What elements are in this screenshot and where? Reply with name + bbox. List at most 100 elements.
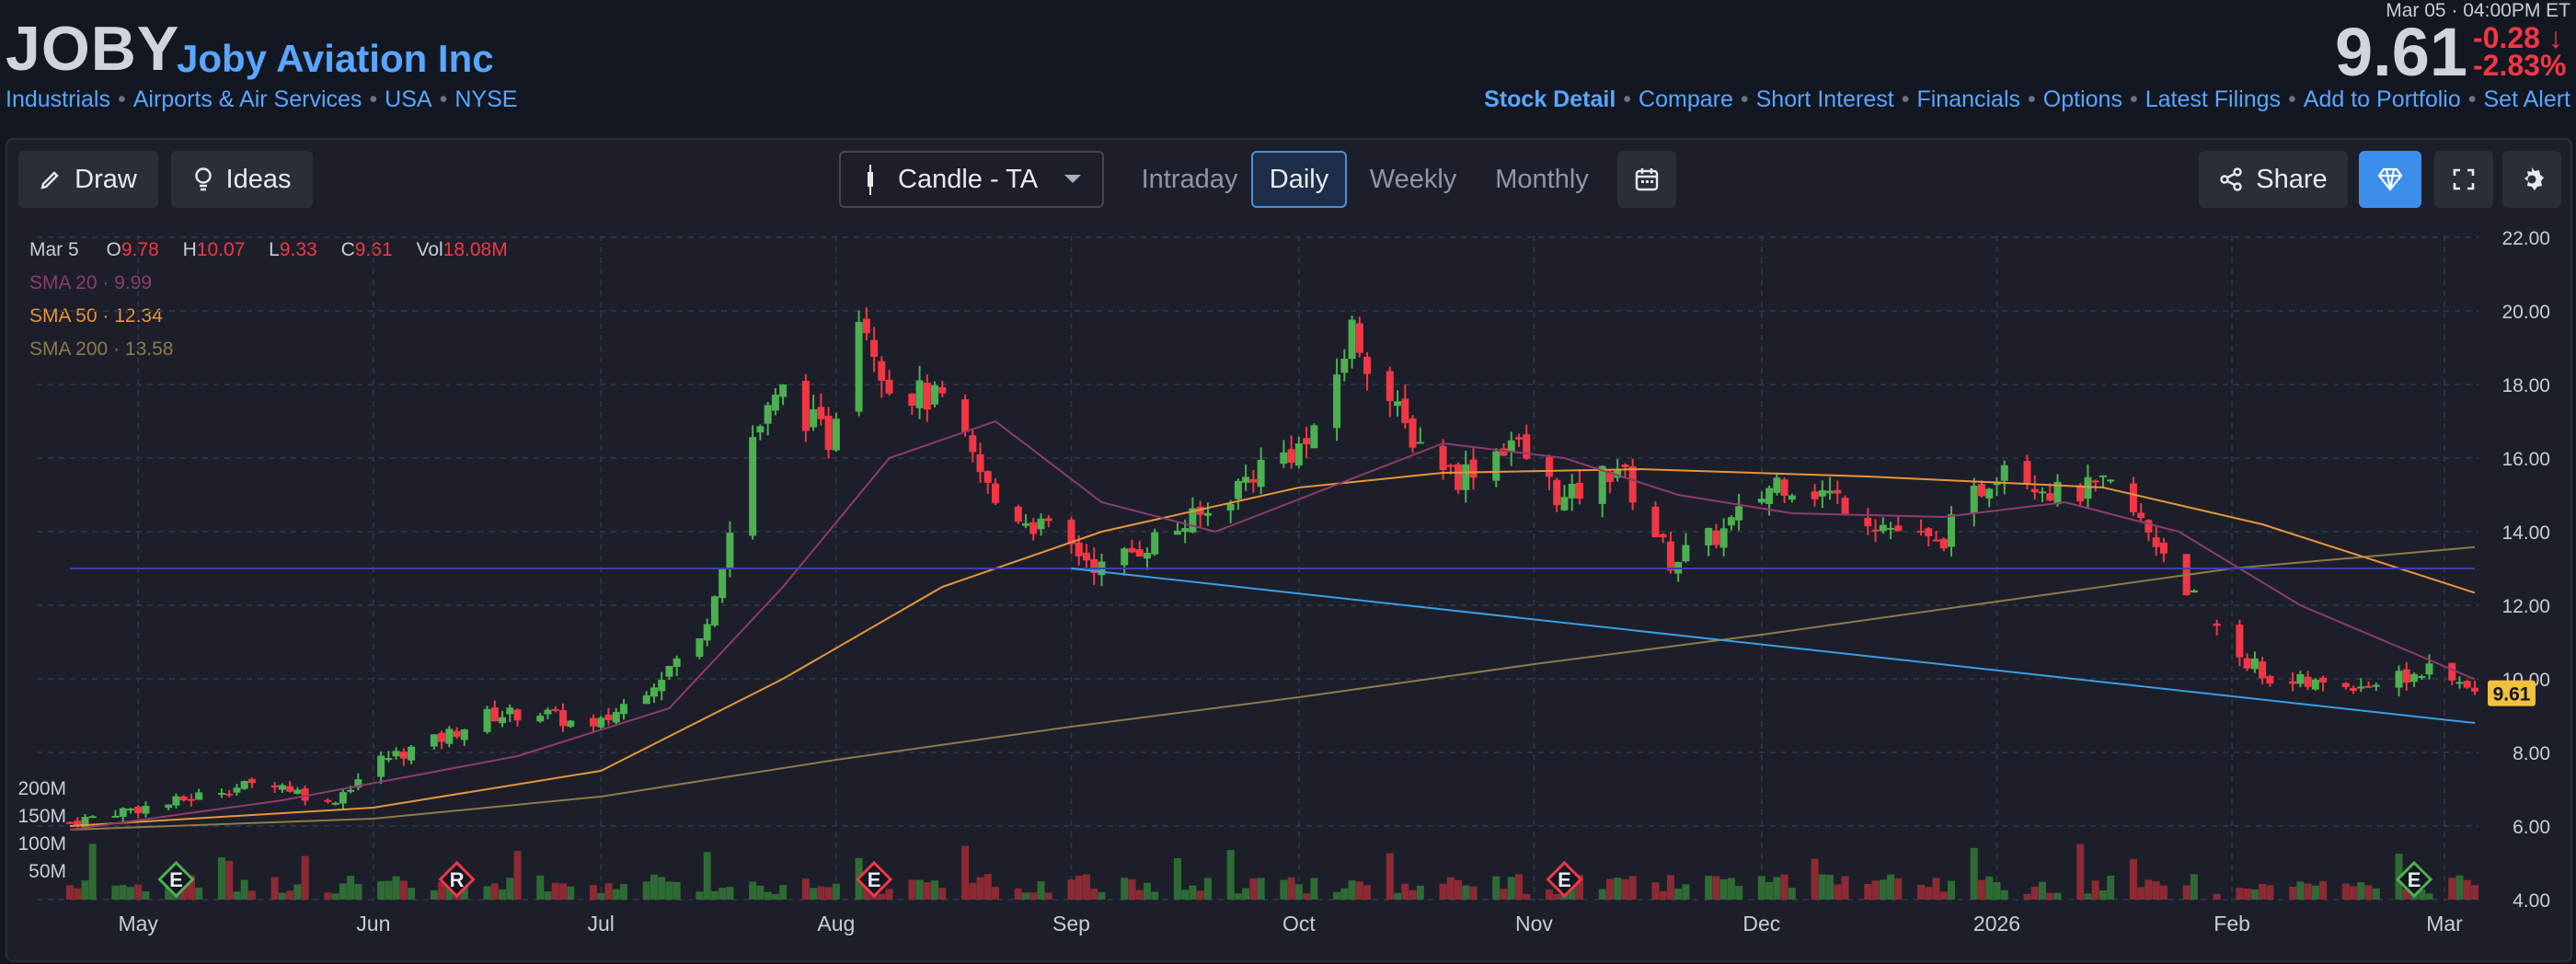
nav-compare[interactable]: Compare — [1639, 86, 1733, 112]
candle-body — [1628, 465, 1637, 503]
timeframe-daily[interactable]: Daily — [1251, 151, 1347, 208]
volume-bar — [1545, 889, 1553, 900]
candle-body — [172, 796, 180, 806]
volume-bar — [1887, 874, 1895, 900]
candle-body — [1242, 476, 1250, 483]
company-name[interactable]: Joby Aviation Inc — [177, 37, 494, 80]
premium-button[interactable] — [2359, 151, 2421, 208]
volume-bar — [696, 891, 704, 900]
candle-body — [2213, 624, 2221, 626]
volume-bar — [1659, 890, 1667, 900]
volume-bar — [1173, 857, 1181, 900]
volume-bar — [438, 881, 446, 900]
volume-bar — [1310, 878, 1318, 900]
nav-set-alert[interactable]: Set Alert — [2483, 86, 2571, 112]
ticker-symbol: JOBY — [6, 14, 180, 84]
sector-breadcrumb: Industrials • Airports & Air Services • USA •… — [6, 86, 518, 112]
nav-stock-detail[interactable]: Stock Detail — [1484, 86, 1616, 112]
volume-bar — [2023, 893, 2031, 900]
volume-bar — [2350, 886, 2358, 900]
candle-body — [817, 407, 825, 419]
volume-bar — [1500, 889, 1508, 900]
candle-body — [1659, 534, 1667, 538]
candle-body — [544, 709, 552, 715]
ideas-button[interactable]: Ideas — [171, 151, 313, 208]
volume-bar — [195, 887, 203, 900]
nav-latest-filings[interactable]: Latest Filings — [2145, 86, 2282, 112]
nav-options[interactable]: Options — [2042, 86, 2122, 112]
candle-body — [597, 717, 605, 728]
candle-body — [923, 382, 931, 410]
nav-add-to-portfolio[interactable]: Add to Portfolio — [2303, 86, 2461, 112]
volume-bar — [1864, 884, 1872, 900]
candle-body — [764, 405, 772, 424]
timeframe-weekly[interactable]: Weekly — [1369, 164, 1457, 194]
volume-bar — [1386, 853, 1394, 900]
candle-body — [513, 709, 522, 721]
candle-body — [969, 435, 977, 453]
candle-body — [2463, 681, 2471, 688]
candle-body — [217, 792, 225, 795]
candle-body — [1203, 512, 1212, 516]
candle-body — [2410, 673, 2419, 683]
candle-body — [1401, 398, 1409, 423]
nav-financials[interactable]: Financials — [1916, 86, 2021, 112]
candle-body — [551, 708, 559, 711]
volume-bar — [1826, 875, 1834, 900]
share-button[interactable]: Share — [2199, 151, 2348, 208]
timeframe-monthly[interactable]: Monthly — [1495, 164, 1589, 194]
candle-body — [1894, 525, 1903, 532]
volume-bar — [1970, 847, 1978, 900]
candle-body — [1226, 503, 1235, 511]
candle-body — [293, 789, 302, 794]
nav-short-interest[interactable]: Short Interest — [1755, 86, 1894, 112]
fullscreen-button[interactable] — [2434, 151, 2493, 208]
volume-bar — [1098, 891, 1106, 900]
candle-body — [408, 746, 416, 761]
candle-body — [1818, 490, 1826, 497]
volume-bar — [74, 888, 82, 900]
candle-body — [1310, 425, 1318, 449]
volume-bar — [2213, 893, 2221, 900]
legend-date: Mar 5 — [29, 239, 79, 260]
candle-body — [1037, 518, 1045, 530]
tag-country[interactable]: USA — [385, 86, 432, 112]
volume-bar — [2250, 889, 2259, 900]
quote-nav: Stock Detail • Compare • Short Interest • Fina… — [1484, 86, 2571, 112]
volume-bar — [2046, 892, 2054, 900]
volume-bar — [558, 883, 567, 900]
volume-bar — [2099, 890, 2107, 900]
volume-bar — [339, 883, 347, 900]
tag-industry[interactable]: Airports & Air Services — [132, 86, 362, 112]
timeframe-intraday[interactable]: Intraday — [1141, 164, 1238, 194]
volume-bar — [1189, 885, 1197, 900]
last-price-tag-label: 9.61 — [2493, 684, 2531, 706]
volume-bar — [612, 889, 620, 900]
tag-sector[interactable]: Industrials — [6, 86, 110, 112]
candle-body — [710, 596, 719, 625]
volume-bar — [969, 882, 977, 900]
volume-bar — [710, 890, 719, 900]
candle-body — [2289, 681, 2297, 684]
volume-bar — [1507, 877, 1515, 900]
candle-body — [665, 665, 673, 677]
tag-exchange[interactable]: NYSE — [454, 86, 518, 112]
candle-body — [1985, 488, 1994, 499]
draw-button[interactable]: Draw — [18, 151, 158, 208]
volume-bar — [513, 851, 522, 900]
candle-body — [278, 785, 286, 790]
candle-body — [1416, 442, 1424, 444]
volume-bar — [931, 880, 939, 900]
settings-button[interactable] — [2502, 151, 2561, 208]
candle-body — [1719, 528, 1728, 548]
date-range-button[interactable] — [1617, 151, 1676, 208]
candle-body — [1757, 499, 1765, 503]
candle-body — [2137, 512, 2145, 518]
candle-body — [1014, 506, 1022, 522]
candle-body — [2107, 479, 2115, 482]
volume-bar — [1605, 878, 1614, 900]
candle-body — [240, 780, 248, 789]
volume-bar — [2000, 889, 2008, 900]
chart-type-select[interactable]: Candle - TA — [839, 151, 1104, 208]
